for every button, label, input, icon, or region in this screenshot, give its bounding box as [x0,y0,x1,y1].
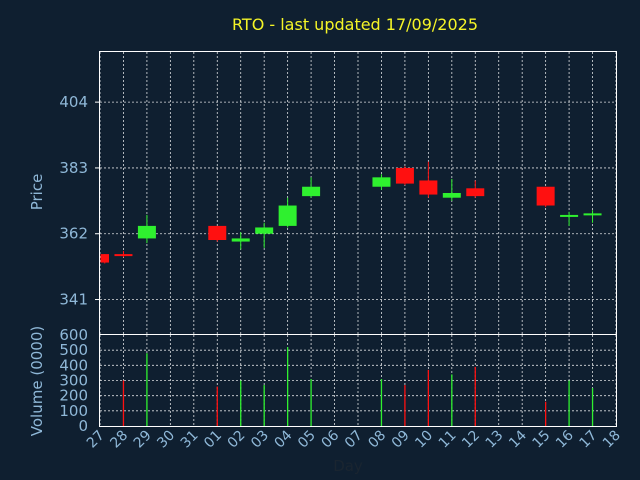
x-tick-label: 09 [389,428,413,452]
x-tick-label: 31 [178,428,202,452]
volume-tick-label: 100 [59,402,88,420]
volume-grid [99,335,617,426]
candle-body [442,193,461,198]
volume-bars [122,347,594,426]
price-axis-label: Price [28,174,46,211]
candle-body [208,225,227,240]
candle-body [395,167,414,184]
price-y-ticks: 341 362 383 404 [59,93,100,309]
price-tick-label: 383 [59,159,88,177]
x-tick-label: 14 [506,427,530,451]
volume-tick-label: 500 [59,341,88,359]
candle-body [100,254,109,263]
x-tick-label: 07 [342,428,366,452]
x-tick-label: 11 [436,428,460,452]
price-tick-label: 341 [59,291,88,309]
x-tick-label: 08 [365,428,389,452]
volume-axis-label: Volume (0000) [28,326,46,436]
volume-tick-label: 600 [59,326,88,344]
x-tick-label: 18 [600,428,624,452]
candle-body [278,205,297,226]
x-tick-label: 30 [154,428,178,452]
x-tick-label: 28 [107,428,131,452]
volume-tick-label: 300 [59,372,88,390]
volume-tick-label: 0 [78,417,88,435]
x-tick-label: 29 [131,428,155,452]
x-tick-label: 02 [225,428,249,452]
chart-title: RTO - last updated 17/09/2025 [232,15,478,34]
x-tick-label: 03 [248,428,272,452]
candle-body [419,180,438,195]
x-axis-ticks: 27 28 29 30 31 01 02 03 04 05 06 07 08 09 10 11 12 13 14 15… [84,427,624,451]
x-tick-label: 13 [483,428,507,452]
price-tick-label: 362 [59,225,88,243]
candle-body [231,238,250,242]
candle-body [255,227,274,234]
x-tick-label: 06 [318,427,342,451]
x-tick-label: 01 [201,428,225,452]
x-tick-label: 10 [412,428,436,452]
candle-body [114,254,133,257]
price-candles [100,161,602,264]
candle-body [536,186,555,206]
volume-tick-label: 400 [59,356,88,374]
candle-body [372,177,391,187]
x-tick-label: 05 [295,428,319,452]
candle-body [560,214,579,217]
candle-body [137,225,156,239]
x-tick-label: 17 [576,428,600,452]
volume-panel-frame [99,334,617,427]
x-tick-label: 12 [459,428,483,452]
x-tick-label: 16 [553,427,577,451]
price-tick-label: 404 [59,93,88,111]
candle-body [302,186,321,197]
x-tick-label: 04 [272,427,296,451]
x-axis-label: Day [333,457,363,475]
candle-body [466,188,485,197]
volume-tick-label: 200 [59,387,88,405]
candle-body [583,213,602,216]
x-tick-label: 15 [530,428,554,452]
